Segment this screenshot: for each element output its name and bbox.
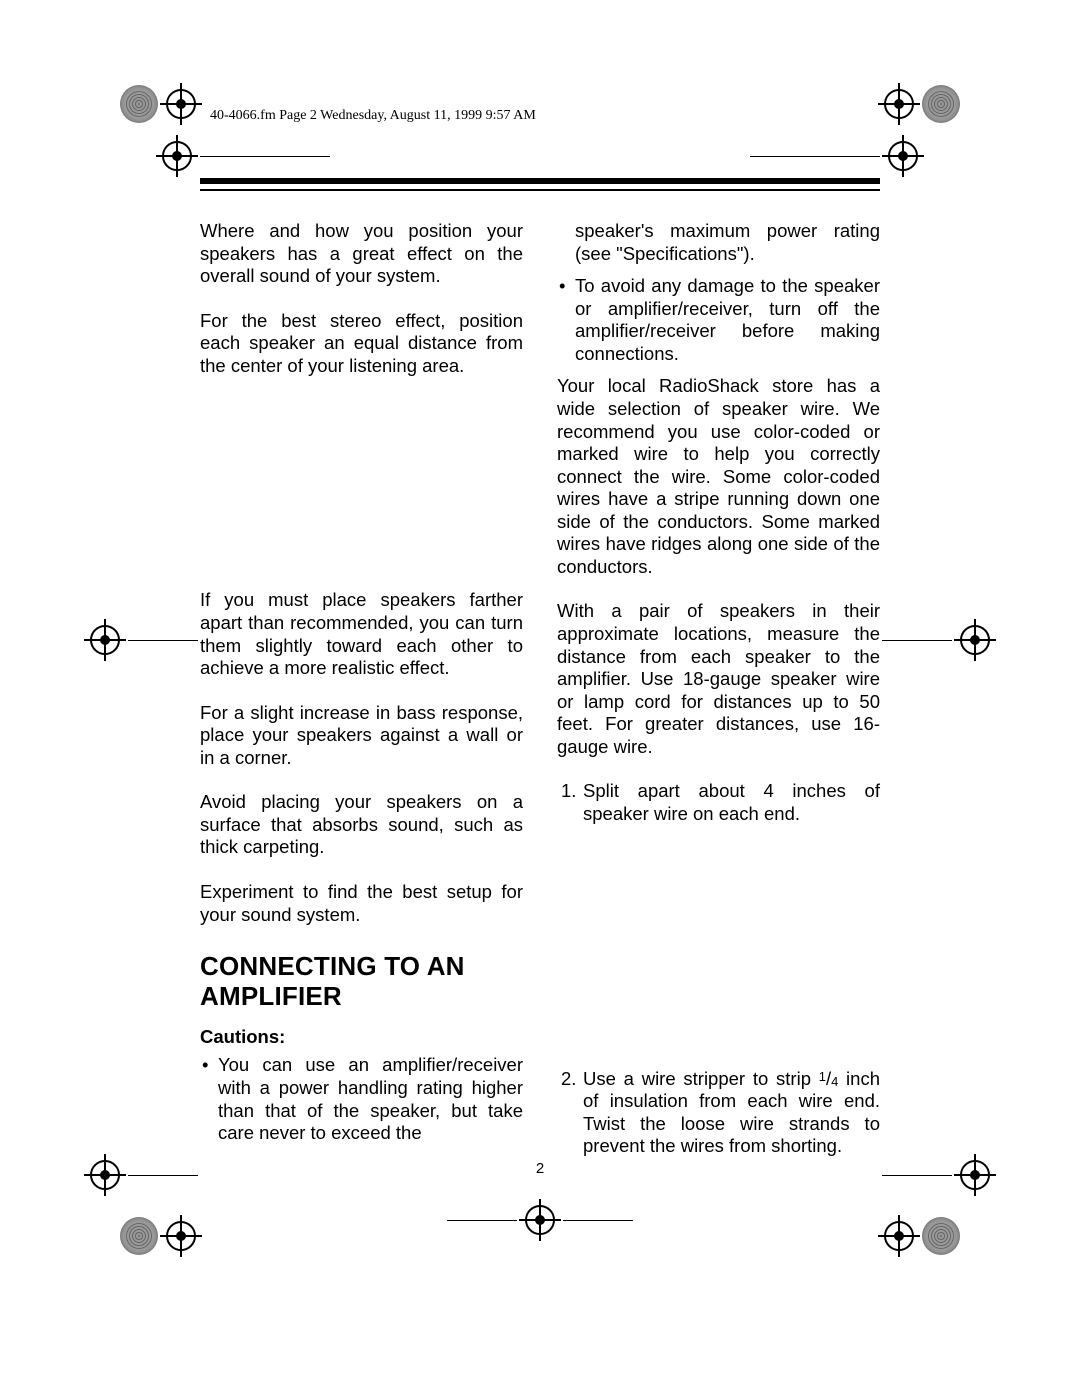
list-item: 1.Split apart about 4 inches of speaker …: [583, 780, 880, 825]
steps-list-cont: 2. Use a wire stripper to strip 1/4 inch…: [557, 1068, 880, 1158]
para: speaker's maximum power rating (see "Spe…: [575, 220, 880, 265]
crop-mark-bottom-center: [447, 1205, 633, 1235]
crop-register-icon: [888, 141, 918, 171]
para: Your local RadioShack store has a wide s…: [557, 375, 880, 578]
crop-mark-top-left: [120, 85, 196, 123]
steps-list: 1.Split apart about 4 inches of speaker …: [557, 780, 880, 825]
page-header-meta: 40-4066.fm Page 2 Wednesday, August 11, …: [210, 108, 870, 124]
cautions-list-cont: To avoid any damage to the speaker or am…: [557, 275, 880, 365]
para: For a slight increase in bass response, …: [200, 702, 523, 770]
para: Experiment to find the best setup for yo…: [200, 881, 523, 926]
crop-mark-footer-left: [120, 1217, 196, 1255]
crop-register-icon: [884, 89, 914, 119]
crop-rosette-icon: [922, 85, 960, 123]
crop-register-icon: [960, 625, 990, 655]
crop-mark-header-left: [162, 141, 330, 171]
content-area: Where and how you position your speakers…: [200, 220, 880, 1167]
crop-register-icon: [90, 625, 120, 655]
fraction: 1/4: [819, 1068, 839, 1089]
crop-rosette-icon: [120, 1217, 158, 1255]
crop-register-icon: [166, 1221, 196, 1251]
crop-mark-bottom-right: [882, 1160, 990, 1190]
crop-rosette-icon: [120, 85, 158, 123]
crop-mark-header-right: [750, 141, 918, 171]
figure-placeholder: [200, 399, 523, 589]
list-item: To avoid any damage to the speaker or am…: [575, 275, 880, 365]
page-number: 2: [536, 1160, 544, 1177]
crop-register-icon: [162, 141, 192, 171]
column-right: speaker's maximum power rating (see "Spe…: [557, 220, 880, 1167]
rule-thick: [200, 178, 880, 184]
crop-mark-mid-right: [882, 625, 990, 655]
cautions-list: You can use an amplifier/receiver with a…: [200, 1054, 523, 1144]
crop-rosette-icon: [922, 1217, 960, 1255]
crop-register-icon: [960, 1160, 990, 1190]
crop-mark-mid-left: [90, 625, 198, 655]
crop-register-icon: [166, 89, 196, 119]
para: For the best stereo effect, position eac…: [200, 310, 523, 378]
list-item: You can use an amplifier/receiver with a…: [218, 1054, 523, 1144]
crop-register-icon: [525, 1205, 555, 1235]
crop-mark-footer-right: [884, 1217, 960, 1255]
figure-placeholder: [557, 838, 880, 1068]
para: Where and how you position your speakers…: [200, 220, 523, 288]
para: With a pair of speakers in their approxi…: [557, 600, 880, 758]
para: If you must place speakers farther apart…: [200, 589, 523, 679]
crop-register-icon: [884, 1221, 914, 1251]
rule-thin: [200, 189, 880, 191]
crop-mark-bottom-left: [90, 1160, 198, 1190]
crop-mark-top-right: [884, 85, 960, 123]
step-text: Use a wire stripper to strip 1/4 inch of…: [583, 1068, 880, 1157]
crop-register-icon: [90, 1160, 120, 1190]
step-text: Split apart about 4 inches of speaker wi…: [583, 780, 880, 824]
section-heading: CONNECTING TO AN AMPLIFIER: [200, 952, 523, 1012]
list-item: 2. Use a wire stripper to strip 1/4 inch…: [583, 1068, 880, 1158]
cautions-label: Cautions:: [200, 1026, 523, 1049]
para: Avoid placing your speakers on a surface…: [200, 791, 523, 859]
column-left: Where and how you position your speakers…: [200, 220, 523, 1167]
